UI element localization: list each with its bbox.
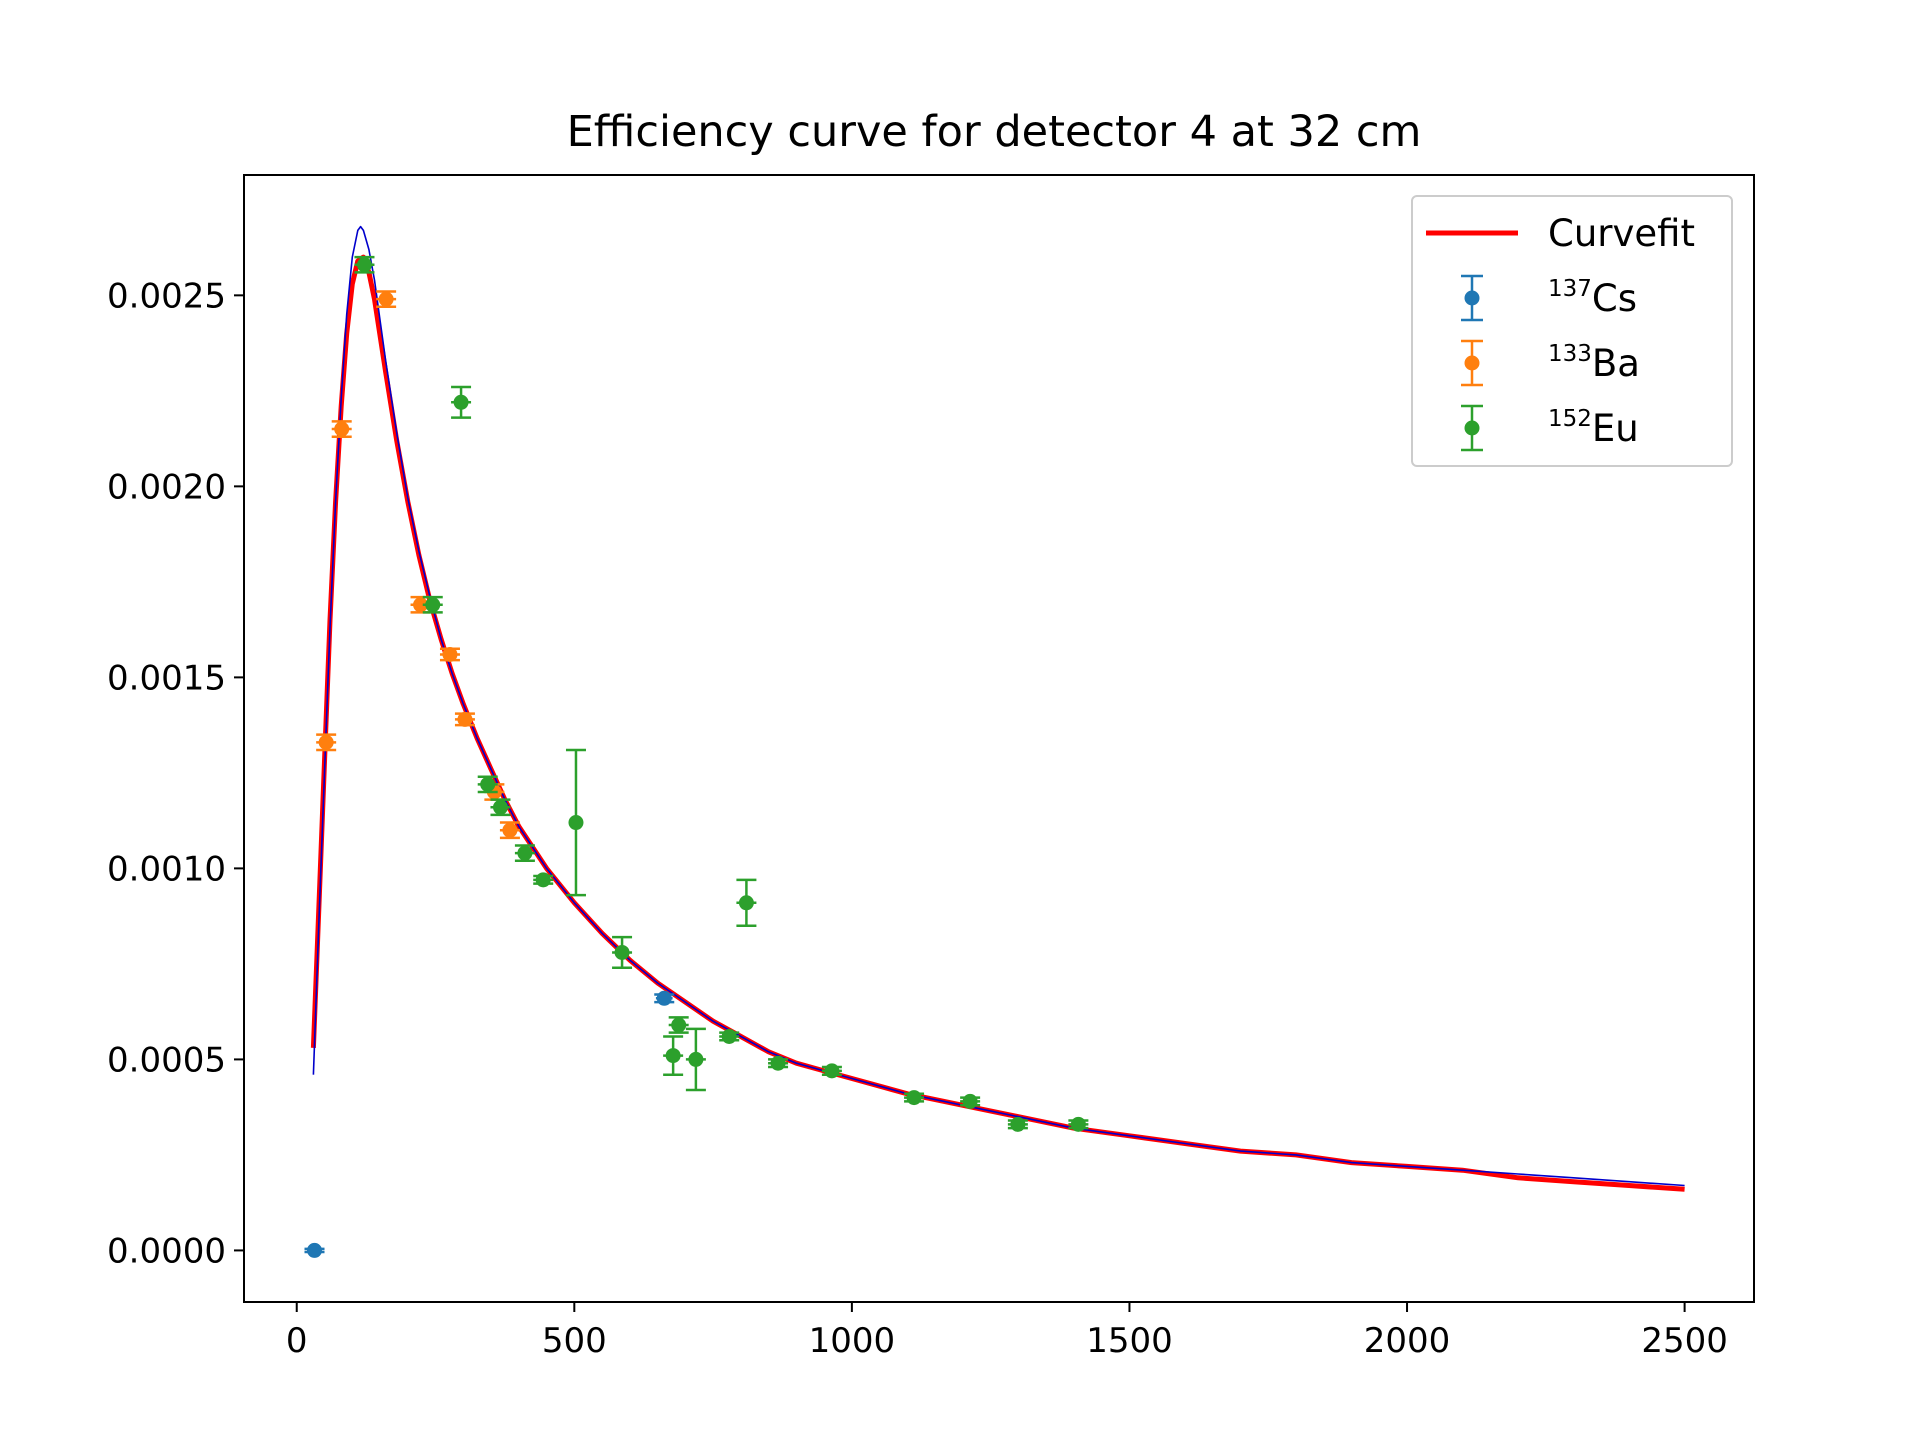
data-point [671, 1017, 687, 1033]
data-point [824, 1063, 840, 1079]
x-tick-label: 2500 [1641, 1321, 1728, 1361]
y-tick-label: 0.0000 [107, 1231, 226, 1271]
y-tick-label: 0.0010 [107, 849, 226, 889]
data-point [492, 799, 508, 815]
axes: 0 500 1000 1500 2000 2500 0.0000 0.0005 0.0010 0.… [107, 174, 1755, 1361]
data-point [738, 895, 754, 911]
data-point [656, 990, 672, 1006]
data-point [721, 1028, 737, 1044]
legend-label: Curvefit [1548, 212, 1695, 255]
y-tick-label: 0.0020 [107, 467, 226, 507]
data-point [453, 394, 469, 410]
data-point [614, 944, 630, 960]
legend-label-base: Cs [1592, 277, 1637, 320]
series-cs [304, 990, 675, 1258]
axes-frame [243, 174, 1755, 1303]
x-tick-label: 2000 [1364, 1321, 1451, 1361]
data-point [688, 1051, 704, 1067]
legend-marker [1464, 420, 1480, 436]
y-tick-label: 0.0015 [107, 658, 226, 698]
y-tick-label: 0.0005 [107, 1040, 226, 1080]
legend-label: 137Cs [1548, 276, 1637, 320]
legend-label: 152Eu [1548, 406, 1639, 450]
data-point [502, 822, 518, 838]
data-point [356, 257, 372, 273]
legend-label-base: Ba [1592, 342, 1640, 385]
data-point [906, 1090, 922, 1106]
data-point [1070, 1116, 1086, 1132]
data-point [378, 291, 394, 307]
legend-label-superscript: 152 [1548, 406, 1592, 432]
legend-marker [1464, 355, 1480, 371]
data-point [517, 845, 533, 861]
x-tick-label: 500 [542, 1321, 607, 1361]
chart-title: Efficiency curve for detector 4 at 32 cm [567, 107, 1422, 157]
data-point [457, 711, 473, 727]
y-tick-label: 0.0025 [107, 276, 226, 316]
data-point [480, 776, 496, 792]
series-eu [354, 255, 1089, 1132]
data-point [1010, 1116, 1026, 1132]
x-tick-label: 1000 [809, 1321, 896, 1361]
data-point [770, 1055, 786, 1071]
data-point [442, 646, 458, 662]
data-point [568, 815, 584, 831]
x-tick-label: 0 [286, 1321, 308, 1361]
data-point [334, 421, 350, 437]
data-point [318, 734, 334, 750]
data-point [307, 1242, 323, 1258]
legend-label-base: Eu [1592, 407, 1639, 450]
data-point [413, 597, 429, 613]
data-point [665, 1048, 681, 1064]
legend-label-superscript: 137 [1548, 276, 1592, 302]
data-point [535, 872, 551, 888]
legend-label-superscript: 133 [1548, 341, 1592, 367]
x-tick-label: 1500 [1086, 1321, 1173, 1361]
legend-marker [1464, 290, 1480, 306]
data-point [962, 1093, 978, 1109]
data-point [425, 597, 441, 613]
series-ba [316, 290, 520, 840]
plot-area [304, 225, 1685, 1258]
legend-box [1411, 195, 1733, 467]
plot-clip-group [304, 225, 1685, 1258]
legend-label: 133Ba [1548, 341, 1640, 385]
reference-fit-line [312, 225, 1685, 1187]
